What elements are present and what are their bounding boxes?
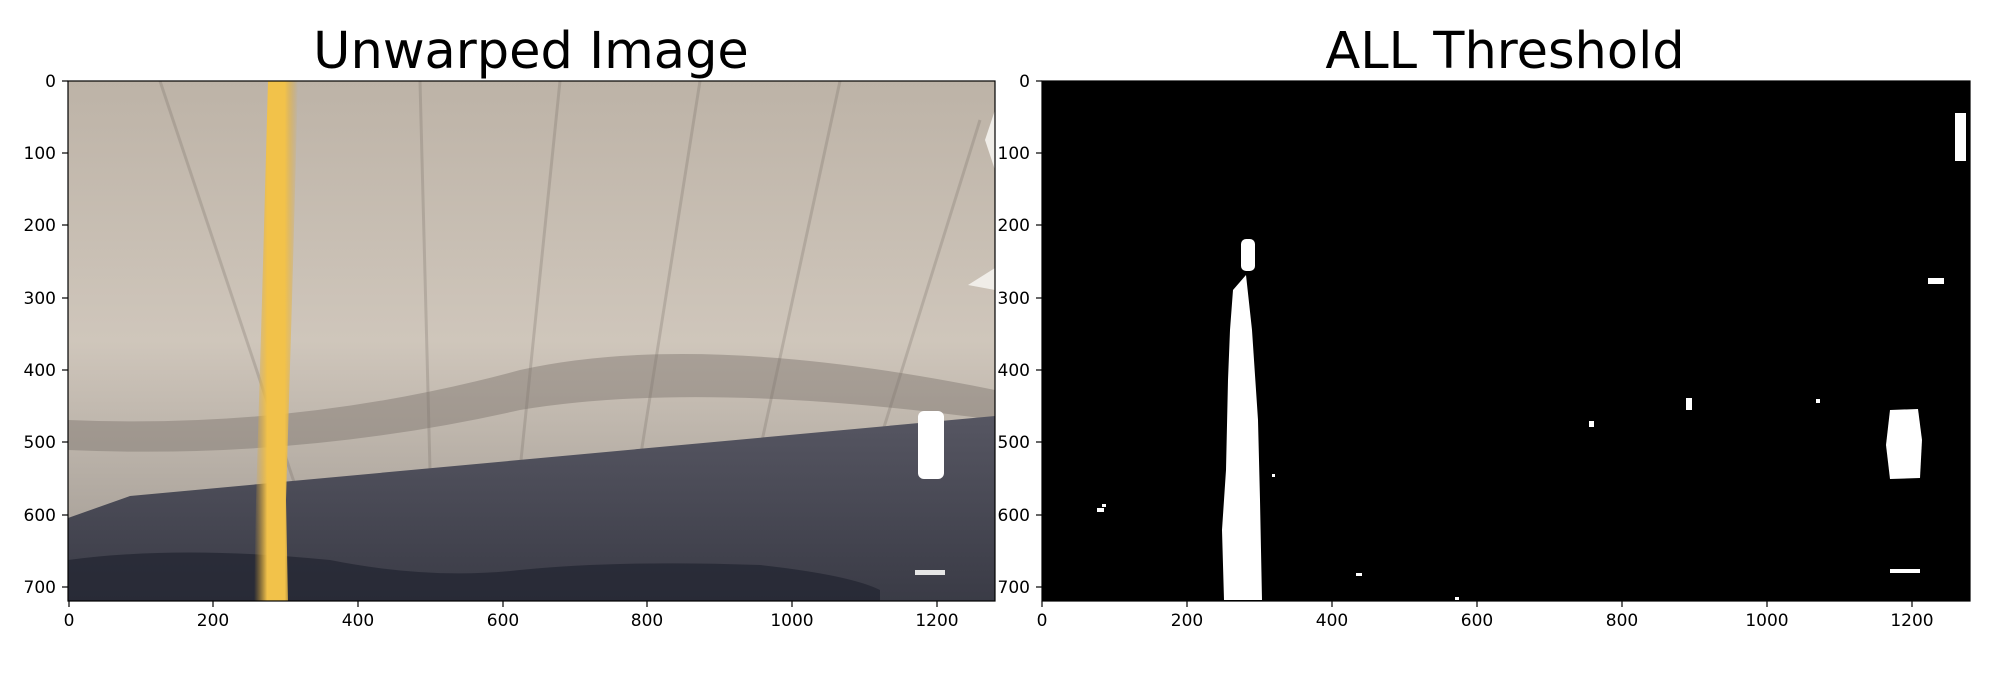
unwarped-y-tick: 500 [24,433,56,453]
threshold-y-tick: 100 [998,144,1030,164]
unwarped-x-tick: 0 [64,611,75,631]
unwarped-y-tick: 200 [24,216,56,236]
unwarped-y-tick: 100 [24,144,56,164]
threshold-x-tick: 800 [1606,611,1638,631]
threshold-x-tick: 600 [1461,611,1493,631]
unwarped-axes-frame [67,80,996,602]
threshold-x-tick: 0 [1037,611,1048,631]
threshold-y-tick: 200 [998,216,1030,236]
unwarped-y-tick: 0 [45,72,56,92]
panel-title-unwarped: Unwarped Image [313,22,749,81]
unwarped-x-tick: 200 [197,611,229,631]
threshold-y-axis [1036,80,1042,588]
unwarped-x-tick: 600 [487,611,519,631]
threshold-axes-frame [1041,80,1971,602]
threshold-image [1042,81,1970,601]
unwarped-y-axis [62,80,68,588]
panel-title-threshold: ALL Threshold [1325,22,1684,81]
unwarped-image [68,81,995,601]
threshold-y-tick: 700 [998,578,1030,598]
unwarped-y-tick: 700 [24,578,56,598]
threshold-y-tick: 0 [1019,72,1030,92]
threshold-y-tick: 500 [998,433,1030,453]
threshold-x-tick: 1200 [1890,611,1933,631]
threshold-x-axis [1041,601,1913,607]
unwarped-y-tick: 400 [24,361,56,381]
threshold-y-tick: 600 [998,506,1030,526]
unwarped-x-tick: 400 [342,611,374,631]
unwarped-x-axis [68,601,938,607]
threshold-y-tick: 300 [998,289,1030,309]
unwarped-y-tick: 600 [24,506,56,526]
unwarped-y-tick: 300 [24,289,56,309]
unwarped-x-tick: 1200 [915,611,958,631]
threshold-x-tick: 200 [1171,611,1203,631]
unwarped-x-tick: 800 [631,611,663,631]
threshold-x-tick: 1000 [1745,611,1788,631]
white-lane-marker [918,411,944,479]
unwarped-x-tick: 1000 [770,611,813,631]
threshold-y-tick: 400 [998,361,1030,381]
threshold-x-tick: 400 [1316,611,1348,631]
